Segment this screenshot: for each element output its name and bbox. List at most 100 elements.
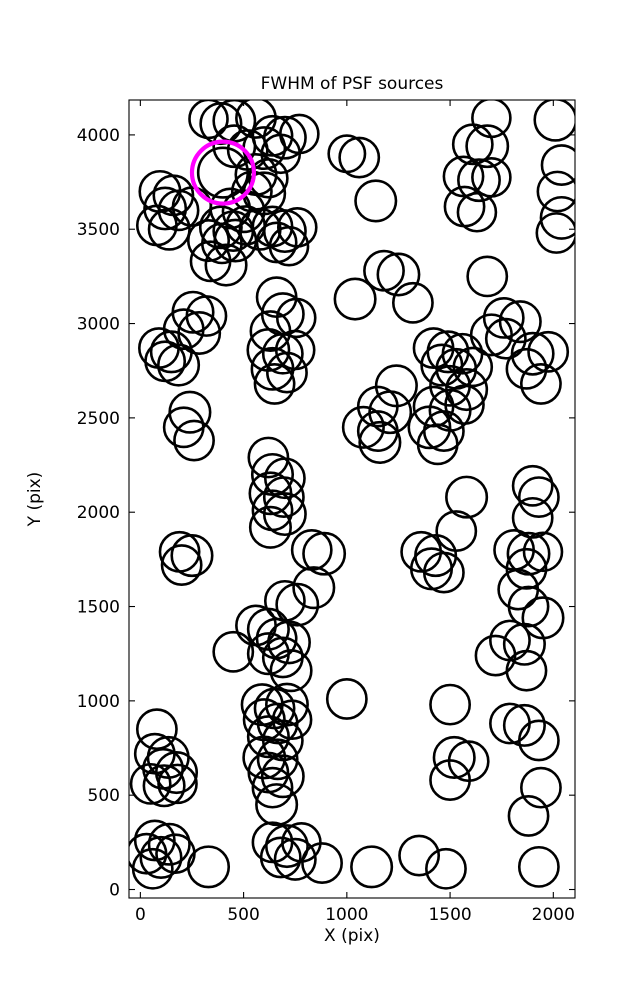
source-circle [416, 423, 459, 466]
y-tick-label: 0 [109, 881, 120, 901]
source-circle [186, 845, 231, 889]
source-circle [262, 476, 305, 519]
source-circle [268, 225, 310, 267]
source-circle [398, 834, 441, 877]
y-axis-ticks: 0 500 1000 1500 2000 2500 3000 3500 4000 [77, 126, 575, 901]
source-circle [465, 124, 510, 169]
source-circle [422, 551, 465, 594]
source-circle [149, 330, 193, 374]
source-circle [265, 682, 309, 727]
source-circle [302, 531, 347, 576]
source-circle [498, 300, 542, 344]
source-circle [274, 329, 316, 371]
source-circle [391, 281, 434, 324]
source-circle [204, 243, 248, 287]
data-points-layer [129, 100, 575, 890]
source-circle [263, 457, 306, 500]
source-circle [261, 636, 304, 679]
source-circle [535, 212, 575, 254]
source-circle [212, 630, 255, 673]
x-tick-label: 1500 [428, 905, 471, 925]
source-circle [527, 330, 570, 373]
source-circle [457, 158, 501, 203]
y-axis-label: Y (pix) [25, 472, 45, 528]
source-circle [251, 766, 294, 809]
source-circle [517, 476, 560, 519]
y-tick-label: 4000 [77, 126, 120, 146]
source-circle [188, 100, 229, 140]
source-circle [157, 763, 198, 805]
source-circle [186, 219, 231, 263]
source-circle [162, 406, 205, 449]
source-circle [292, 566, 336, 610]
source-circle [157, 343, 201, 387]
y-tick-label: 3500 [77, 220, 120, 240]
source-circle [242, 735, 287, 780]
source-circle [451, 123, 494, 166]
source-circle [429, 683, 471, 726]
source-circle [248, 505, 292, 549]
x-axis-ticks: 0 500 1000 1500 2000 [135, 100, 575, 925]
source-circle [511, 496, 554, 539]
x-tick-label: 500 [227, 905, 259, 925]
source-circle [154, 751, 199, 795]
source-circle [520, 766, 562, 809]
source-circle [147, 207, 191, 251]
source-circle [131, 847, 174, 890]
source-circle [255, 783, 299, 827]
source-circle [420, 343, 464, 387]
source-circle [350, 845, 394, 889]
source-circle [442, 155, 485, 198]
source-circle [376, 252, 421, 297]
y-tick-label: 2000 [77, 503, 120, 523]
source-circle [276, 207, 318, 248]
source-circle [511, 464, 554, 507]
source-circle [466, 255, 509, 298]
source-circle [502, 703, 546, 747]
source-circle [502, 622, 546, 666]
source-circle [333, 277, 377, 321]
source-circle [445, 475, 489, 519]
source-circle [533, 100, 575, 142]
source-circle [198, 205, 243, 250]
y-tick-label: 1500 [77, 598, 120, 618]
source-circle [135, 708, 178, 751]
source-circle [425, 847, 467, 890]
source-circle [505, 547, 548, 590]
x-axis-label: X (pix) [324, 926, 380, 946]
source-circle [338, 136, 381, 179]
source-circle [522, 531, 564, 573]
source-circle [540, 144, 575, 187]
source-circle [484, 317, 527, 360]
source-circle [147, 822, 191, 866]
source-circle [260, 754, 305, 799]
source-circle [520, 363, 562, 405]
page-title: FWHM of PSF sources [261, 74, 444, 94]
source-circle [212, 124, 257, 169]
source-circle [429, 759, 471, 802]
source-circle [262, 492, 307, 537]
x-tick-label: 0 [135, 905, 146, 925]
source-circle [269, 649, 313, 693]
source-circle [246, 715, 290, 759]
source-circle [160, 544, 203, 586]
x-tick-label: 1000 [325, 905, 368, 925]
source-circle [246, 632, 290, 676]
source-circle [517, 719, 560, 762]
source-circle [275, 582, 320, 627]
source-circle [256, 738, 299, 781]
source-circle [142, 764, 186, 808]
source-circle [247, 436, 290, 479]
source-circle [341, 405, 385, 449]
source-circle [259, 836, 302, 879]
source-circle [221, 189, 266, 234]
source-circle [271, 699, 313, 741]
source-circle [266, 351, 308, 394]
clipped-points [129, 100, 575, 890]
source-circle [358, 420, 402, 464]
y-tick-label: 3000 [77, 315, 120, 335]
selected-source-circle[interactable] [189, 139, 257, 206]
source-circle [143, 186, 188, 231]
